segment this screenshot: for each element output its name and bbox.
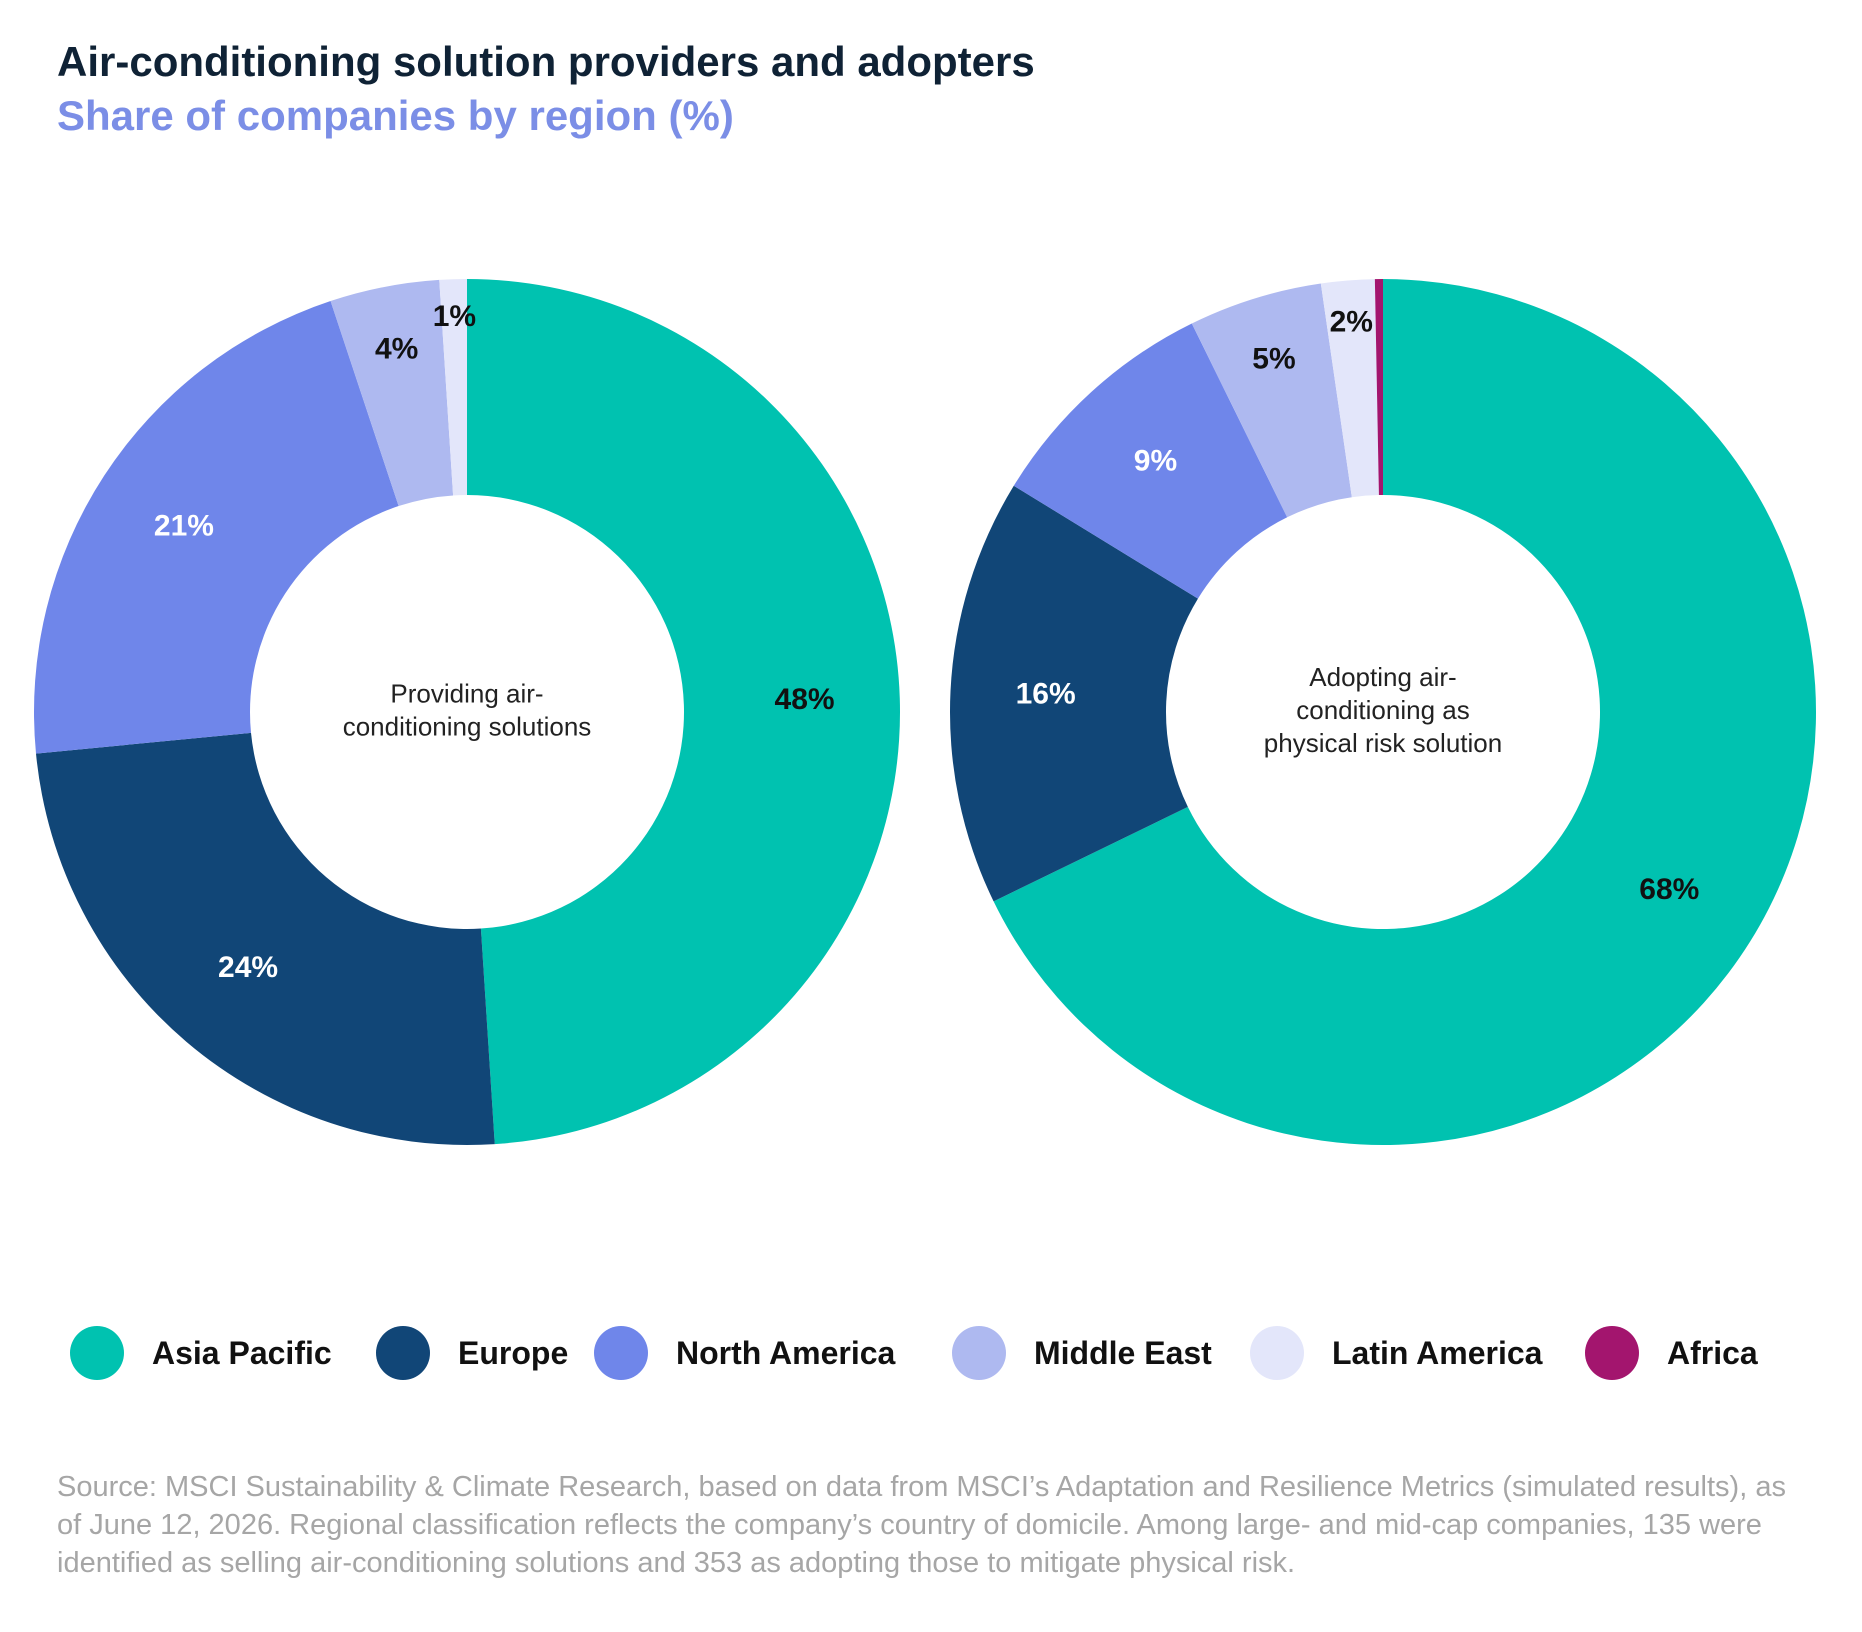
slice-europe — [36, 732, 495, 1145]
legend-swatch — [1585, 1326, 1639, 1380]
legend-item-north-america: North America — [594, 1318, 895, 1388]
slice-europe — [950, 485, 1198, 902]
legend-swatch — [1250, 1326, 1304, 1380]
slice-label: 2% — [1330, 306, 1373, 339]
slice-label: 24% — [218, 951, 278, 984]
slice-asia-pacific — [993, 279, 1816, 1145]
chart-subtitle: Share of companies by region (%) — [57, 92, 734, 139]
donut-center-label: conditioning solutions — [343, 711, 592, 741]
donut-center-label: Providing air- — [390, 678, 543, 708]
chart-title: Air-conditioning solution providers and … — [57, 38, 1035, 85]
donut-charts: 48% 24% 21% 4% 1% Providing air-conditioning … — [34, 279, 1816, 1145]
slice-north-america — [34, 301, 399, 754]
donut-chart-1: 48% 24% 21% 4% 1% Providing air-conditioning … — [34, 279, 901, 1145]
legend-swatch — [594, 1326, 648, 1380]
slice-label: 4% — [375, 333, 418, 366]
legend-item-europe: Europe — [376, 1318, 568, 1388]
legend-label: Europe — [458, 1334, 569, 1371]
legend-label: Latin America — [1332, 1334, 1543, 1371]
legend-item-latin-america: Latin America — [1250, 1318, 1542, 1388]
source-note: Source: MSCI Sustainability & Climate Re… — [57, 1471, 1786, 1579]
legend-label: Asia Pacific — [152, 1334, 332, 1371]
legend-label: North America — [676, 1334, 896, 1371]
donut-center-label: physical risk solution — [1264, 728, 1502, 758]
legend-label: Middle East — [1034, 1334, 1212, 1371]
slice-label: 68% — [1639, 873, 1699, 906]
slice-africa — [1374, 279, 1383, 496]
donut-chart-2: 68% 16% 9% 5% 2% Adopting air-conditioning as… — [950, 279, 1816, 1145]
donut-center-label: conditioning as — [1296, 695, 1469, 725]
slice-latin-america — [439, 279, 467, 496]
legend-item-africa: Africa — [1585, 1318, 1758, 1388]
legend-item-asia-pacific: Asia Pacific — [70, 1318, 332, 1388]
legend-swatch — [952, 1326, 1006, 1380]
donut-center-label: Adopting air- — [1309, 662, 1456, 692]
slice-label: 1% — [433, 300, 476, 333]
slice-latin-america — [1320, 279, 1379, 498]
slice-label: 48% — [775, 683, 835, 716]
legend-item-middle-east: Middle East — [952, 1318, 1212, 1388]
slice-label: 5% — [1252, 342, 1295, 375]
legend: Asia Pacific Europe North America Middle… — [0, 1318, 1862, 1388]
legend-swatch — [70, 1326, 124, 1380]
slice-north-america — [1013, 323, 1288, 599]
slice-asia-pacific — [467, 279, 901, 1145]
legend-label: Africa — [1667, 1334, 1758, 1371]
slice-middle-east — [1191, 283, 1352, 518]
slice-label: 21% — [154, 510, 214, 543]
legend-swatch — [376, 1326, 430, 1380]
slice-label: 16% — [1016, 678, 1076, 711]
slice-label: 9% — [1134, 444, 1177, 477]
slice-middle-east — [330, 279, 454, 507]
